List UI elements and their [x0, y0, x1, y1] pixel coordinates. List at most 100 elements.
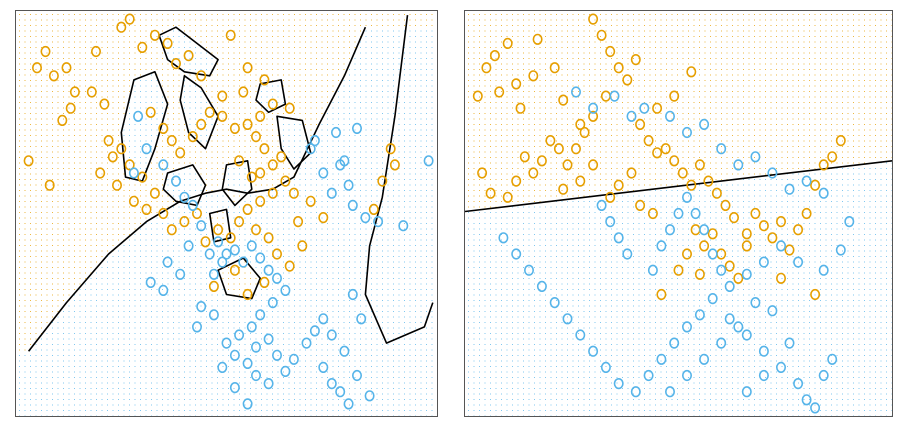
grid-dot: [244, 322, 246, 323]
grid-dot: [118, 355, 119, 356]
grid-dot: [266, 36, 268, 37]
grid-dot: [63, 184, 64, 186]
grid-dot: [382, 327, 383, 329]
grid-dot: [19, 19, 20, 21]
grid-dot: [321, 305, 323, 307]
grid-dot: [321, 190, 323, 191]
grid-dot: [415, 322, 416, 323]
grid-dot: [250, 107, 251, 109]
grid-dot: [222, 179, 224, 180]
grid-dot: [316, 195, 317, 197]
grid-dot: [206, 129, 207, 131]
grid-dot: [178, 256, 180, 257]
grid-dot: [299, 272, 301, 274]
grid-dot: [200, 289, 202, 290]
grid-dot: [206, 333, 207, 334]
grid-dot: [211, 256, 213, 257]
grid-dot: [360, 250, 361, 252]
grid-dot: [316, 239, 317, 241]
grid-dot: [167, 80, 169, 81]
grid-dot: [107, 63, 108, 65]
grid-dot: [222, 14, 224, 15]
grid-dot: [151, 349, 152, 351]
grid-dot: [233, 179, 235, 180]
grid-dot: [74, 63, 75, 65]
grid-dot: [129, 344, 130, 345]
grid-dot: [200, 278, 202, 279]
grid-dot: [129, 36, 130, 37]
grid-dot: [277, 278, 279, 279]
grid-dot: [321, 267, 323, 268]
grid-dot: [332, 360, 334, 362]
grid-dot: [261, 316, 262, 318]
grid-dot: [343, 96, 345, 98]
grid-dot: [360, 91, 361, 92]
grid-dot: [90, 278, 92, 279]
grid-dot: [52, 190, 53, 191]
grid-dot: [404, 206, 405, 208]
grid-dot: [52, 261, 53, 263]
grid-dot: [365, 179, 367, 180]
grid-dot: [283, 311, 284, 312]
grid-dot: [46, 173, 48, 175]
grid-dot: [211, 289, 213, 290]
grid-dot: [118, 36, 119, 37]
grid-dot: [398, 14, 400, 15]
grid-dot: [349, 102, 350, 103]
grid-dot: [46, 239, 48, 241]
grid-dot: [63, 294, 64, 296]
grid-dot: [118, 206, 119, 208]
grid-dot: [261, 135, 262, 136]
grid-dot: [85, 201, 86, 202]
grid-dot: [145, 129, 147, 131]
grid-dot: [145, 355, 147, 356]
grid-dot: [19, 118, 20, 120]
grid-dot: [283, 261, 284, 263]
grid-dot: [332, 184, 334, 186]
grid-dot: [349, 19, 350, 21]
grid-dot: [19, 333, 20, 334]
grid-dot: [79, 52, 81, 54]
grid-dot: [310, 179, 312, 180]
grid-dot: [316, 80, 317, 81]
grid-dot: [129, 245, 130, 246]
grid-dot: [277, 245, 279, 246]
grid-dot: [173, 371, 174, 373]
grid-dot: [90, 184, 92, 186]
grid-dot: [244, 85, 246, 87]
grid-dot: [162, 360, 163, 362]
grid-dot: [365, 327, 367, 329]
grid-dot: [420, 74, 422, 76]
grid-dot: [398, 146, 400, 147]
grid-dot: [46, 245, 48, 246]
grid-dot: [63, 212, 64, 213]
grid-dot: [35, 52, 37, 54]
grid-dot: [129, 212, 130, 213]
grid-dot: [431, 239, 433, 241]
grid-dot: [266, 74, 268, 76]
grid-dot: [46, 135, 48, 136]
grid-dot: [35, 30, 37, 32]
grid-dot: [294, 85, 295, 87]
grid-dot: [393, 206, 394, 208]
grid-dot: [277, 201, 279, 202]
grid-dot: [327, 135, 328, 136]
grid-dot: [123, 283, 125, 285]
grid-dot: [393, 107, 394, 109]
grid-dot: [195, 19, 196, 21]
grid-dot: [393, 360, 394, 362]
grid-dot: [189, 338, 191, 340]
grid-dot: [63, 41, 64, 43]
grid-dot: [200, 184, 202, 186]
grid-dot: [244, 289, 246, 290]
grid-dot: [200, 272, 202, 274]
grid-dot: [79, 305, 81, 307]
grid-dot: [101, 113, 103, 114]
grid-dot: [393, 25, 394, 26]
grid-dot: [85, 366, 86, 367]
grid-dot: [371, 91, 372, 92]
grid-dot: [288, 349, 290, 351]
grid-dot: [365, 19, 367, 21]
grid-dot: [327, 294, 328, 296]
grid-dot: [393, 212, 394, 213]
